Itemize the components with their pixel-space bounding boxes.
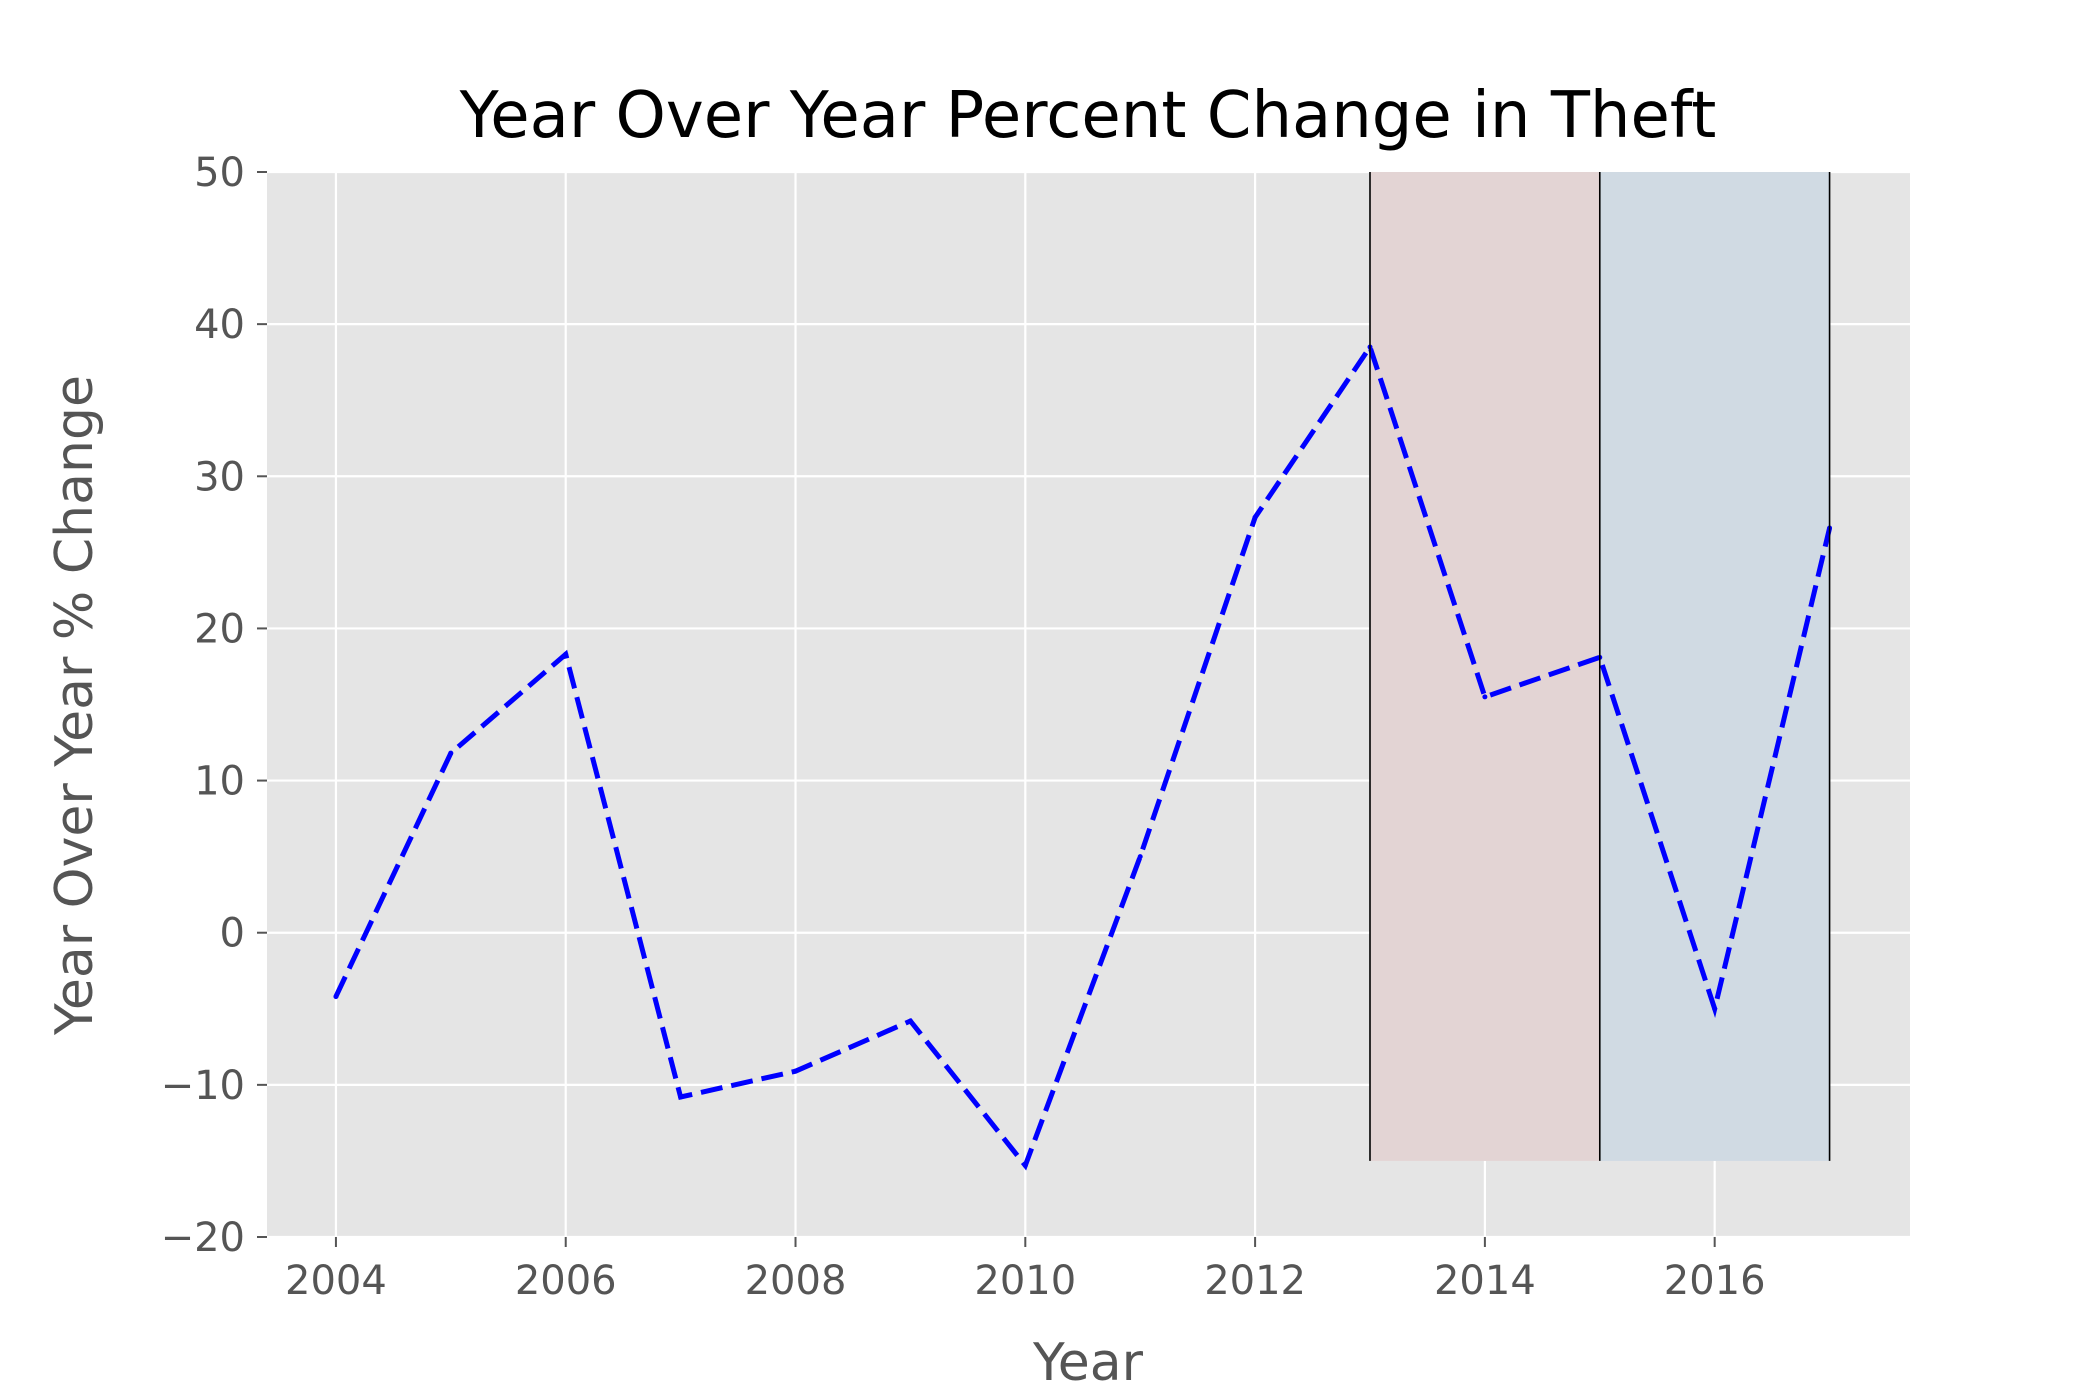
shaded-region-2 bbox=[1599, 172, 1830, 1161]
shaded-regions bbox=[1369, 172, 1830, 1161]
y-tick-label: 50 bbox=[194, 150, 245, 196]
shaded-region-1 bbox=[1369, 172, 1600, 1161]
data-point bbox=[678, 1094, 684, 1100]
data-point bbox=[563, 651, 569, 657]
y-tick-label: −10 bbox=[161, 1063, 245, 1109]
x-tick-label: 2010 bbox=[974, 1258, 1076, 1304]
axis-ticks: 2004 2006 2008 2010 2012 2014 2016 −20 −10 0 10 20 3… bbox=[161, 150, 1766, 1304]
x-axis-title: Year bbox=[1032, 1333, 1144, 1393]
x-tick-label: 2016 bbox=[1664, 1258, 1766, 1304]
data-point bbox=[1022, 1162, 1028, 1168]
x-tick-label: 2008 bbox=[745, 1258, 847, 1304]
y-tick-label: 30 bbox=[194, 454, 245, 500]
y-tick-label: 10 bbox=[194, 759, 245, 805]
y-tick-label: −20 bbox=[161, 1215, 245, 1261]
vertical-lines bbox=[1369, 172, 1831, 1161]
x-tick-label: 2006 bbox=[515, 1258, 617, 1304]
y-tick-label: 0 bbox=[220, 911, 245, 957]
x-tick-label: 2014 bbox=[1434, 1258, 1536, 1304]
data-point bbox=[1252, 514, 1258, 520]
x-tick-label: 2012 bbox=[1204, 1258, 1306, 1304]
data-point bbox=[907, 1018, 913, 1024]
y-axis-title: Year Over Year % Change bbox=[45, 375, 105, 1036]
data-point bbox=[793, 1068, 799, 1074]
y-tick-label: 20 bbox=[194, 606, 245, 652]
chart-title: Year Over Year Percent Change in Theft bbox=[459, 79, 1717, 153]
data-point bbox=[448, 750, 454, 756]
data-point bbox=[333, 994, 339, 1000]
data-point bbox=[1712, 1006, 1718, 1012]
data-point bbox=[1137, 854, 1143, 860]
y-tick-label: 40 bbox=[194, 302, 245, 348]
x-tick-label: 2004 bbox=[285, 1258, 387, 1304]
data-point bbox=[1482, 694, 1488, 700]
series-line-1 bbox=[333, 341, 1833, 1171]
